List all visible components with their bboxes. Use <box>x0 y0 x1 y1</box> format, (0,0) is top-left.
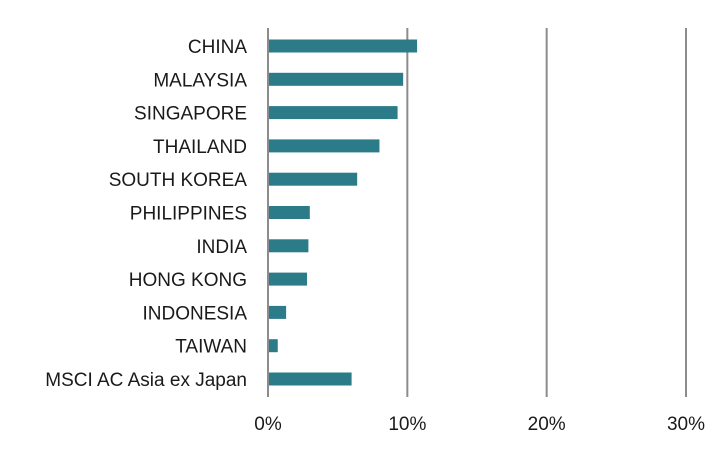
bar <box>269 272 308 286</box>
x-tick-label: 0% <box>254 414 282 435</box>
gridlines <box>267 28 687 397</box>
category-label: MALAYSIA <box>153 70 247 91</box>
bar <box>269 139 380 153</box>
category-label: TAIWAN <box>175 337 247 358</box>
category-label: MSCI AC Asia ex Japan <box>45 370 247 391</box>
category-labels: CHINA MALAYSIA SINGAPORE THAILAND SOUTH KORE… <box>45 37 247 391</box>
bar <box>269 206 310 219</box>
bar <box>269 339 278 353</box>
bar <box>269 372 352 386</box>
category-label: SINGAPORE <box>134 104 247 125</box>
bar <box>269 239 309 253</box>
bar <box>269 72 404 86</box>
x-tick-label: 10% <box>388 414 426 435</box>
category-label: THAILAND <box>153 137 247 158</box>
bar <box>269 305 287 319</box>
x-tick-label: 20% <box>528 414 566 435</box>
bar <box>269 106 398 120</box>
category-label: INDIA <box>196 237 247 258</box>
bar <box>269 172 358 186</box>
category-label: SOUTH KOREA <box>109 170 248 191</box>
x-tick-labels: 0% 10% 20% 30% <box>254 414 705 435</box>
x-tick-label: 30% <box>667 414 705 435</box>
bar <box>269 39 418 53</box>
category-label: HONG KONG <box>129 270 247 291</box>
category-label: PHILIPPINES <box>130 204 247 225</box>
category-label: INDONESIA <box>142 303 247 324</box>
bars <box>269 39 418 386</box>
category-label: CHINA <box>188 37 247 58</box>
